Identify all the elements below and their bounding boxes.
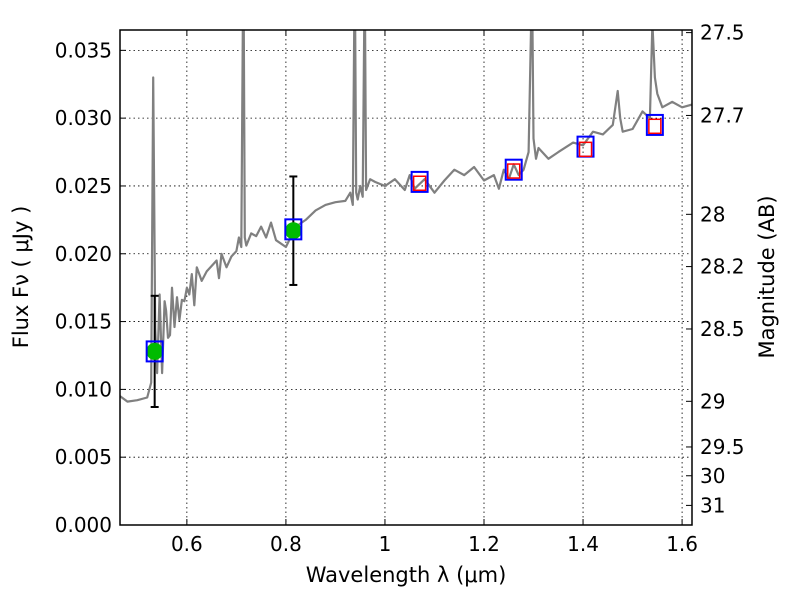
- x-tick-label: 1.6: [666, 532, 698, 556]
- y-axis-right-title: Magnitude (AB): [755, 195, 779, 358]
- y-axis-title: Flux Fν ( μJy ): [9, 206, 33, 349]
- model-point: [504, 158, 523, 181]
- right-tick-label: 31: [700, 493, 725, 517]
- y-tick-label: 0.030: [55, 106, 112, 130]
- model-point: [145, 340, 164, 363]
- y-tick-label: 0.010: [55, 377, 112, 401]
- y-tick-label: 0.015: [55, 310, 112, 334]
- model-point: [410, 170, 429, 193]
- x-axis-title: Wavelength λ (μm): [306, 563, 507, 587]
- plot-area: [120, 30, 692, 525]
- spectrum-line: [120, 30, 692, 403]
- right-tick-label: 29: [700, 389, 725, 413]
- x-tick-label: 1: [379, 532, 392, 556]
- y-tick-label: 0.025: [55, 174, 112, 198]
- limit-point: [506, 163, 521, 179]
- model-point: [645, 113, 664, 136]
- x-tick-label: 1.2: [468, 532, 500, 556]
- limit-point: [648, 118, 662, 135]
- right-tick-label: 28.5: [700, 317, 745, 341]
- right-tick-label: 27.7: [700, 103, 745, 127]
- observed-point: [284, 222, 302, 240]
- limit-point: [412, 175, 427, 191]
- limit-point: [578, 141, 593, 158]
- model-point: [284, 218, 303, 241]
- right-tick-label: 28: [700, 202, 725, 226]
- x-tick-label: 1.4: [567, 532, 599, 556]
- y-tick-label: 0.035: [55, 38, 112, 62]
- right-tick-label: 29.5: [700, 435, 745, 459]
- right-tick-label: 28.2: [700, 255, 745, 279]
- y-tick-label: 0.020: [55, 242, 112, 266]
- ticks: 0.6 0.8 1 1.2 1.4 1.6 0.000 0.005 0.010 0.015 0.02…: [55, 21, 745, 556]
- y-tick-label: 0.005: [55, 445, 112, 469]
- right-tick-label: 27.5: [700, 21, 745, 45]
- observed-point: [146, 342, 164, 360]
- x-tick-label: 0.6: [171, 532, 203, 556]
- x-tick-label: 0.8: [270, 532, 302, 556]
- plot-content: [120, 30, 692, 409]
- right-tick-label: 30: [700, 464, 725, 488]
- y-tick-label: 0.000: [55, 513, 112, 537]
- plot-frame: [119, 29, 693, 526]
